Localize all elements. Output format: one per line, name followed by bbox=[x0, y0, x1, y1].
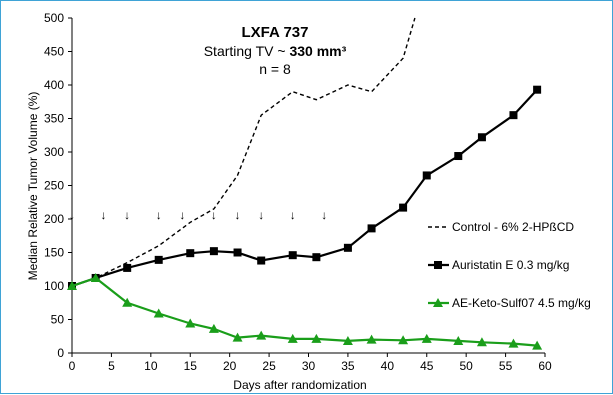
legend-entry: Auristatin E 0.3 mg/kg bbox=[428, 258, 569, 272]
dosing-arrow-icon: ↓ bbox=[211, 208, 217, 222]
dosing-arrow-icon: ↓ bbox=[290, 208, 296, 222]
ticks: 0 5 10 15 20 25 30 35 40 45 50 55 60 0 50 100 150 200 250 3… bbox=[44, 11, 552, 373]
legend: Control - 6% 2-HPßCD Auristatin E 0.3 mg/… bbox=[428, 220, 591, 310]
dosing-arrow-icon: ↓ bbox=[179, 208, 185, 222]
data-point bbox=[423, 171, 431, 179]
x-tick-label: 10 bbox=[144, 359, 158, 373]
y-axis-label: Median Relative Tumor Volume (%) bbox=[26, 92, 40, 281]
x-tick-label: 55 bbox=[499, 359, 513, 373]
series-line bbox=[72, 278, 537, 346]
data-point bbox=[123, 264, 131, 272]
dosing-arrow-icon: ↓ bbox=[235, 208, 241, 222]
x-tick-label: 35 bbox=[341, 359, 355, 373]
chart-subtitle: Starting TV ~ 330 mm³ bbox=[204, 43, 347, 59]
y-tick-label: 0 bbox=[57, 346, 64, 360]
dosing-arrow-icon: ↓ bbox=[258, 208, 264, 222]
legend-label: Control - 6% 2-HPßCD bbox=[452, 220, 574, 234]
chart-title: LXFA 737 bbox=[242, 24, 309, 41]
data-point bbox=[399, 204, 407, 212]
legend-marker bbox=[434, 261, 442, 269]
x-tick-label: 30 bbox=[302, 359, 316, 373]
data-point bbox=[186, 249, 194, 257]
data-point bbox=[234, 249, 242, 257]
data-point bbox=[509, 111, 517, 119]
dosing-arrows: ↓ ↓ ↓ ↓ ↓ ↓ ↓ ↓ ↓ ↓ bbox=[69, 208, 327, 222]
dosing-arrow-icon: ↓ bbox=[69, 208, 75, 222]
x-tick-label: 50 bbox=[459, 359, 473, 373]
y-tick-label: 500 bbox=[44, 11, 64, 25]
data-point bbox=[533, 86, 541, 94]
dosing-arrow-icon: ↓ bbox=[124, 208, 130, 222]
data-point bbox=[257, 257, 265, 265]
data-point bbox=[368, 224, 376, 232]
data-point bbox=[155, 256, 163, 264]
y-tick-label: 50 bbox=[51, 313, 65, 327]
dosing-arrow-icon: ↓ bbox=[321, 208, 327, 222]
subtitle-value: 330 mm³ bbox=[289, 43, 346, 59]
data-point bbox=[454, 152, 462, 160]
series-line bbox=[72, 90, 537, 286]
legend-entry: AE-Keto-Sulf07 4.5 mg/kg bbox=[428, 296, 591, 310]
x-axis-label: Days after randomization bbox=[233, 378, 366, 392]
y-tick-label: 150 bbox=[44, 246, 64, 260]
x-tick-label: 20 bbox=[223, 359, 237, 373]
y-tick-label: 300 bbox=[44, 145, 64, 159]
x-tick-label: 45 bbox=[420, 359, 434, 373]
data-point bbox=[344, 244, 352, 252]
data-point bbox=[210, 247, 218, 255]
x-tick-label: 15 bbox=[184, 359, 198, 373]
subtitle-prefix: Starting TV ~ bbox=[204, 43, 290, 59]
legend-label: Auristatin E 0.3 mg/kg bbox=[452, 258, 569, 272]
x-tick-label: 60 bbox=[538, 359, 552, 373]
data-point bbox=[312, 253, 320, 261]
x-tick-label: 25 bbox=[262, 359, 276, 373]
legend-label: AE-Keto-Sulf07 4.5 mg/kg bbox=[452, 296, 591, 310]
y-tick-label: 400 bbox=[44, 78, 64, 92]
y-tick-label: 100 bbox=[44, 279, 64, 293]
dosing-arrow-icon: ↓ bbox=[101, 208, 107, 222]
dosing-arrow-icon: ↓ bbox=[156, 208, 162, 222]
data-point bbox=[289, 251, 297, 259]
x-tick-label: 40 bbox=[381, 359, 395, 373]
x-tick-label: 0 bbox=[69, 359, 76, 373]
y-tick-label: 250 bbox=[44, 179, 64, 193]
y-tick-label: 200 bbox=[44, 212, 64, 226]
legend-entry: Control - 6% 2-HPßCD bbox=[428, 220, 574, 234]
x-tick-label: 5 bbox=[108, 359, 115, 373]
y-tick-label: 350 bbox=[44, 112, 64, 126]
n-label: n = 8 bbox=[259, 61, 291, 77]
y-tick-label: 450 bbox=[44, 45, 64, 59]
data-point bbox=[478, 133, 486, 141]
series-2 bbox=[67, 273, 542, 350]
